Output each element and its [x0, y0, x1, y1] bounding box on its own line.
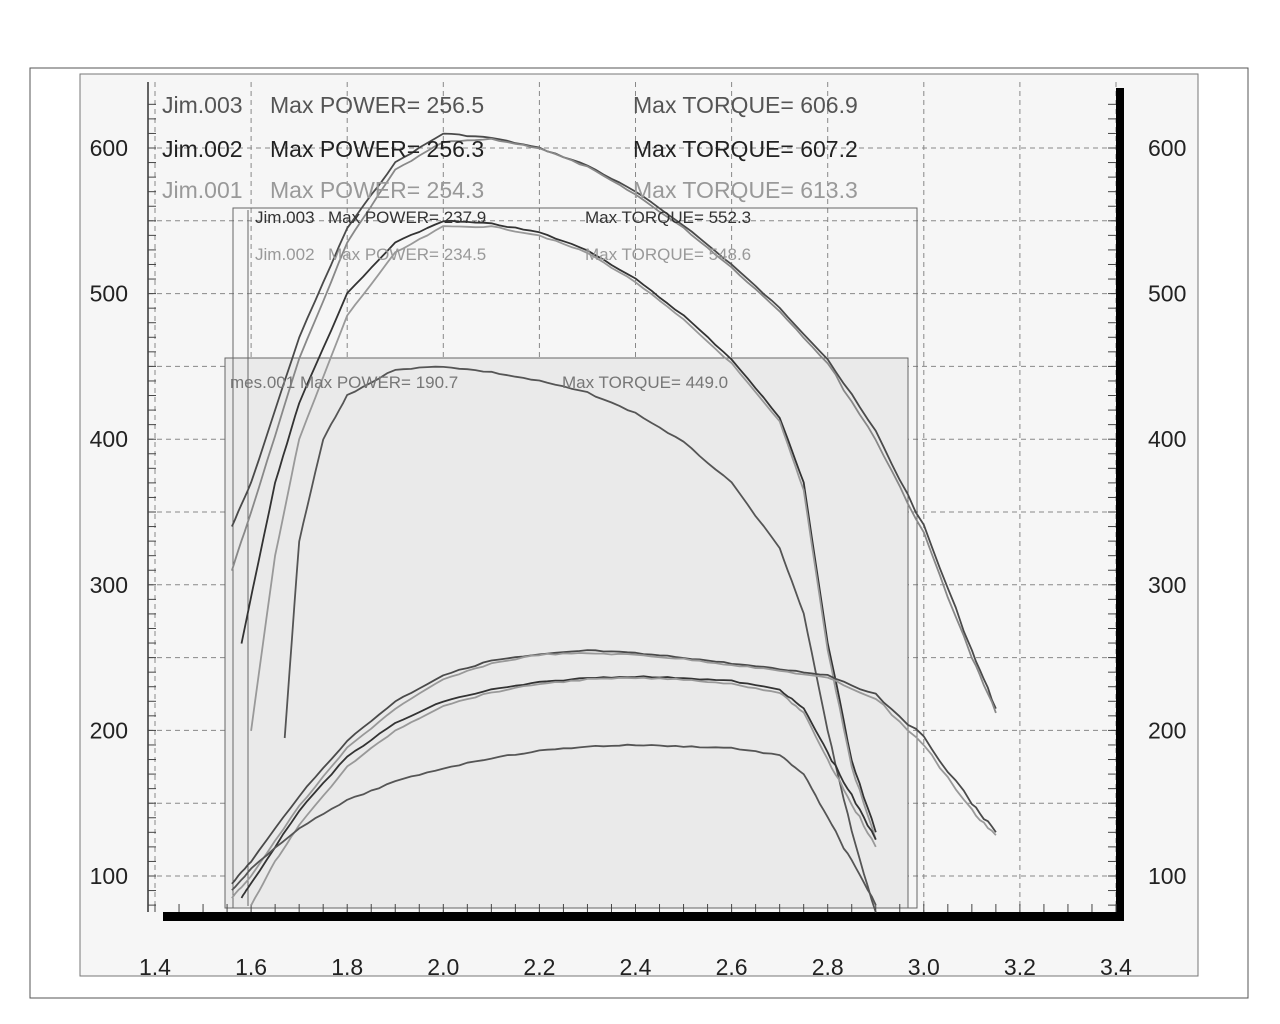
y-tick-label-left: 400: [90, 426, 128, 452]
power-curve-bottom: [231, 743, 877, 906]
x-tick-label: 2.4: [620, 954, 652, 980]
run-name-label: Jim.003: [162, 92, 243, 118]
torque-curve-top: [231, 137, 997, 714]
curves: [231, 132, 997, 913]
max-torque-label: Max TORQUE= 613.3: [633, 177, 858, 203]
y-tick-label-left: 100: [90, 863, 128, 889]
x-tick-label: 2.8: [812, 954, 844, 980]
y-tick-label-left: 300: [90, 572, 128, 598]
bottom-group-box: [224, 357, 909, 909]
run-name-label: Jim.001: [162, 177, 243, 203]
x-tick-label: 3.4: [1100, 954, 1132, 980]
max-torque-label: Max TORQUE= 552.3: [585, 208, 751, 227]
middle-group-box: [232, 207, 918, 909]
x-tick-label: 2.2: [523, 954, 555, 980]
x-tick-label: 1.4: [139, 954, 171, 980]
x-tick-label: 2.6: [716, 954, 748, 980]
max-power-label: Max POWER= 254.3: [270, 177, 484, 203]
x-tick-label: 2.0: [427, 954, 459, 980]
run-name-label: mes.001: [230, 373, 295, 392]
max-torque-label: Max TORQUE= 607.2: [633, 136, 858, 162]
max-torque-label: Max TORQUE= 449.0: [562, 373, 728, 392]
max-power-label: Max POWER= 256.3: [270, 136, 484, 162]
torque-curve-middle: [250, 225, 877, 840]
max-power-label: Max POWER= 237.9: [328, 208, 486, 227]
y-tick-label-right: 500: [1148, 281, 1186, 307]
x-tick-label: 1.8: [331, 954, 363, 980]
torque-curve-bottom: [283, 365, 877, 913]
x-tick-label: 3.0: [908, 954, 940, 980]
y-tick-label-right: 200: [1148, 717, 1186, 743]
max-torque-label: Max TORQUE= 548.6: [585, 245, 751, 264]
y-tick-label-left: 500: [90, 281, 128, 307]
run-name-label: Jim.003: [255, 208, 315, 227]
power-curve-top: [231, 652, 997, 899]
right-axis-bar: [1116, 88, 1124, 921]
y-tick-label-left: 200: [90, 717, 128, 743]
torque-curve-top: [231, 132, 997, 709]
y-tick-label-left: 600: [90, 135, 128, 161]
torque-curve-middle: [240, 219, 877, 833]
y-tick-label-right: 100: [1148, 863, 1186, 889]
max-labels: Jim.003 Max POWER= 256.5 Max TORQUE= 606.9…: [162, 92, 858, 392]
power-curve-top: [231, 649, 997, 885]
y-tick-label-right: 600: [1148, 135, 1186, 161]
max-power-label: Max POWER= 234.5: [328, 245, 486, 264]
max-torque-label: Max TORQUE= 606.9: [633, 92, 858, 118]
y-tick-label-right: 400: [1148, 426, 1186, 452]
max-power-label: Max POWER= 190.7: [300, 373, 458, 392]
y-tick-label-right: 300: [1148, 572, 1186, 598]
axes: 1.4 1.6 1.8 2.0 2.2 2.4 2.6 2.8 3.0 3.2 3.4 100 100 2…: [90, 82, 1186, 980]
power-curve-middle: [250, 676, 877, 906]
x-tick-label: 1.6: [235, 954, 267, 980]
x-tick-label: 3.2: [1004, 954, 1036, 980]
x-axis-bar: [163, 912, 1121, 921]
run-name-label: Jim.002: [162, 136, 243, 162]
run-name-label: Jim.002: [255, 245, 315, 264]
max-power-label: Max POWER= 256.5: [270, 92, 484, 118]
